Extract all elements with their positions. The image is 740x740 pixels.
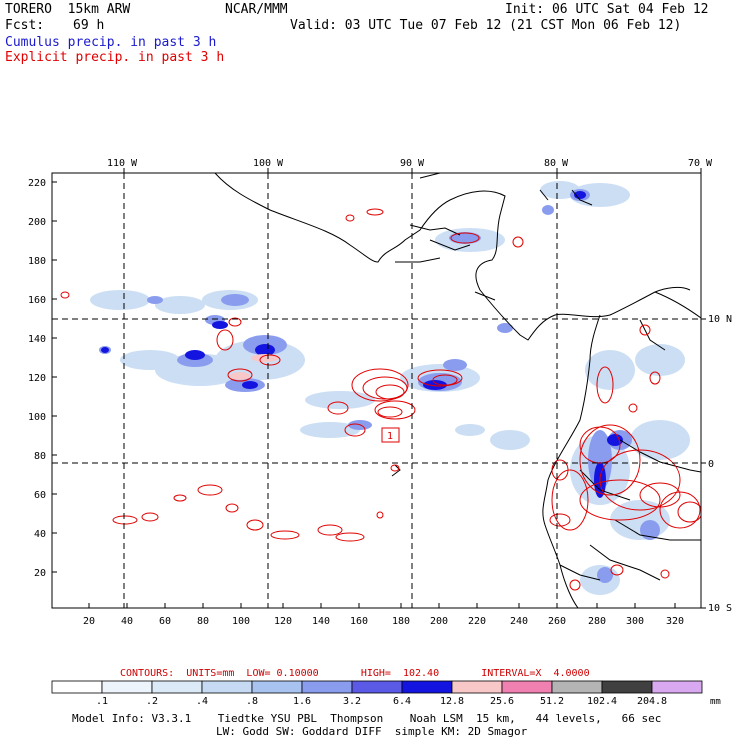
x-tick-labels: 20 40 60 80 100 120 140 160 180 200 220 … bbox=[83, 616, 684, 627]
forecast-hour: 69 h bbox=[73, 18, 105, 33]
x-tick: 300 bbox=[626, 616, 644, 627]
color-bar-swatch bbox=[601, 680, 653, 694]
x-tick: 240 bbox=[510, 616, 528, 627]
x-tick: 320 bbox=[666, 616, 684, 627]
color-bar-swatch bbox=[451, 680, 503, 694]
color-bar-swatch bbox=[351, 680, 403, 694]
color-bar-swatch bbox=[651, 680, 703, 694]
color-bar-label: 25.6 bbox=[490, 696, 514, 707]
y-tick: 80 bbox=[34, 451, 46, 462]
y-tick: 220 bbox=[28, 178, 46, 189]
color-bar-label: 51.2 bbox=[540, 696, 564, 707]
x-tick: 120 bbox=[274, 616, 292, 627]
y-tick: 180 bbox=[28, 256, 46, 267]
model-info-line2: LW: Godd SW: Goddard DIFF simple KM: 2D … bbox=[216, 725, 528, 738]
color-bar-label: 3.2 bbox=[343, 696, 361, 707]
lon-label-100w: 100 W bbox=[253, 158, 284, 169]
y-tick: 60 bbox=[34, 490, 46, 501]
lon-label-110w: 110 W bbox=[107, 158, 138, 169]
color-bar-label: 204.8 bbox=[637, 696, 667, 707]
color-bar-swatch bbox=[551, 680, 603, 694]
lat-label-0: 0 bbox=[708, 459, 714, 470]
y-tick: 100 bbox=[28, 412, 46, 423]
y-tick: 20 bbox=[34, 568, 46, 579]
color-bar-swatch bbox=[51, 680, 103, 694]
lon-label-70w: 70 W bbox=[688, 158, 713, 169]
field-title-explicit: Explicit precip. in past 3 h bbox=[5, 50, 225, 65]
cumulus-precip-shading bbox=[90, 181, 690, 595]
plot-frame bbox=[51, 172, 702, 609]
explicit-precip-contours bbox=[60, 208, 701, 591]
color-bar-label: 1.6 bbox=[293, 696, 311, 707]
lat-label-10n: 10 N bbox=[708, 314, 732, 325]
color-bar-label: .4 bbox=[196, 696, 208, 707]
y-tick: 40 bbox=[34, 529, 46, 540]
model-info-line1: Model Info: V3.3.1 Tiedtke YSU PBL Thomp… bbox=[72, 712, 662, 725]
x-tick: 100 bbox=[232, 616, 250, 627]
color-bar-label: 6.4 bbox=[393, 696, 411, 707]
y-tick: 140 bbox=[28, 334, 46, 345]
lon-label-90w: 90 W bbox=[400, 158, 425, 169]
contour-info: CONTOURS: UNITS=mm LOW= 0.10000 HIGH= 10… bbox=[120, 668, 590, 679]
lat-lon-grid bbox=[52, 173, 701, 608]
color-bar-swatch bbox=[401, 680, 453, 694]
x-tick: 260 bbox=[548, 616, 566, 627]
map-content: 1 bbox=[52, 173, 701, 608]
station-marker bbox=[381, 427, 400, 443]
frame-ticks bbox=[52, 168, 706, 609]
color-bar-label: 12.8 bbox=[440, 696, 464, 707]
color-bar-label: .1 bbox=[96, 696, 108, 707]
x-tick: 80 bbox=[197, 616, 209, 627]
y-tick-labels: 20 40 60 80 100 120 140 160 180 200 220 bbox=[28, 178, 46, 579]
field-title-cumulus: Cumulus precip. in past 3 h bbox=[5, 35, 217, 50]
x-tick: 280 bbox=[588, 616, 606, 627]
color-bar-swatch bbox=[501, 680, 553, 694]
y-tick: 120 bbox=[28, 373, 46, 384]
valid-time: Valid: 03 UTC Tue 07 Feb 12 (21 CST Mon … bbox=[290, 18, 682, 33]
station-marker-label: 1 bbox=[387, 431, 393, 442]
organization-label: NCAR/MMM bbox=[225, 2, 288, 17]
model-title: TORERO 15km ARW bbox=[5, 2, 131, 17]
x-tick: 160 bbox=[350, 616, 368, 627]
y-tick: 200 bbox=[28, 217, 46, 228]
color-bar: .1 .2 .4 .8 1.6 3.2 6.4 12.8 25.6 51.2 102.4 204.8 m… bbox=[51, 680, 721, 707]
color-bar-swatch bbox=[201, 680, 253, 694]
x-tick: 140 bbox=[312, 616, 330, 627]
x-tick: 40 bbox=[121, 616, 133, 627]
x-tick: 200 bbox=[430, 616, 448, 627]
color-bar-swatch bbox=[301, 680, 353, 694]
x-tick: 180 bbox=[392, 616, 410, 627]
x-tick: 60 bbox=[159, 616, 171, 627]
x-tick: 220 bbox=[468, 616, 486, 627]
lat-label-10s: 10 S bbox=[708, 603, 732, 614]
color-bar-swatch bbox=[101, 680, 153, 694]
color-bar-swatch bbox=[251, 680, 303, 694]
coastline bbox=[214, 173, 701, 608]
color-bar-label: 102.4 bbox=[587, 696, 617, 707]
x-tick: 20 bbox=[83, 616, 95, 627]
color-bar-swatch bbox=[151, 680, 203, 694]
init-time: Init: 06 UTC Sat 04 Feb 12 bbox=[505, 2, 709, 17]
y-tick: 160 bbox=[28, 295, 46, 306]
color-bar-unit: mm bbox=[710, 697, 721, 707]
color-bar-label: .2 bbox=[146, 696, 158, 707]
forecast-label: Fcst: bbox=[5, 18, 45, 33]
lon-label-80w: 80 W bbox=[544, 158, 569, 169]
color-bar-label: .8 bbox=[246, 696, 258, 707]
